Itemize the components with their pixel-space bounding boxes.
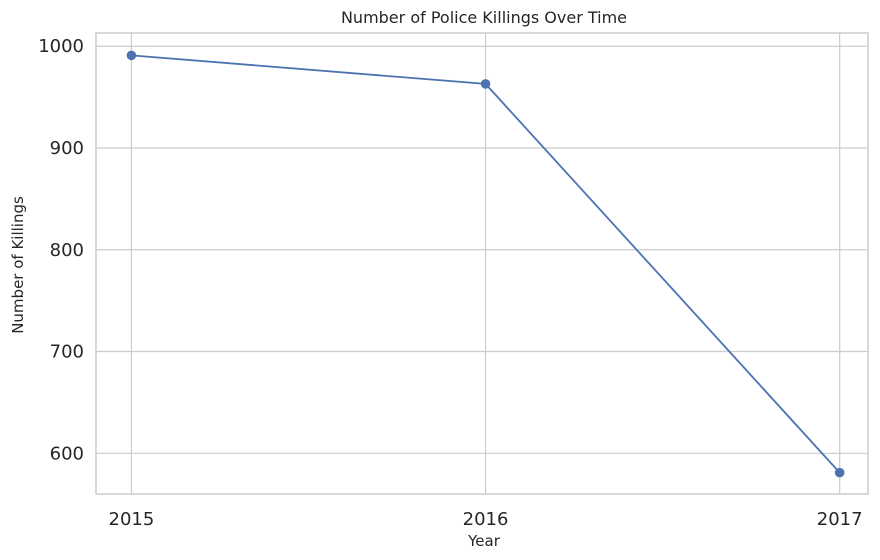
y-tick-label-600: 600 [50, 443, 84, 464]
data-point-2015 [126, 50, 137, 61]
y-axis-label: Number of Killings [9, 196, 27, 334]
y-tick-label-800: 800 [50, 240, 84, 261]
y-tick-label-1000: 1000 [38, 36, 84, 57]
y-tick-label-900: 900 [50, 138, 84, 159]
x-tick-label-2015: 2015 [109, 509, 155, 530]
gridlines [96, 33, 868, 494]
tick-labels: 600 700 800 900 1000 2015 2016 2017 [38, 36, 862, 530]
data-point-2017 [834, 467, 845, 478]
data-point-2016 [480, 79, 491, 89]
series-layer [126, 50, 845, 478]
y-tick-label-700: 700 [50, 342, 84, 363]
x-tick-label-2016: 2016 [463, 509, 509, 530]
x-tick-label-2017: 2017 [817, 509, 863, 530]
chart-title: Number of Police Killings Over Time [341, 8, 627, 27]
x-axis-label: Year [467, 532, 501, 550]
plot-frame [95, 32, 869, 495]
